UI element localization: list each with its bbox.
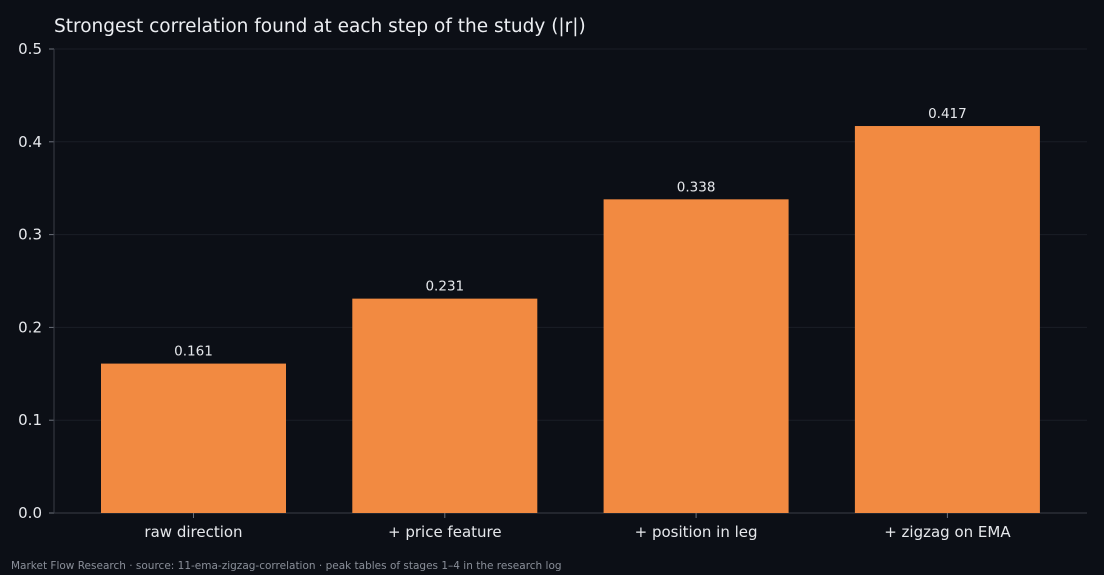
bar	[352, 298, 538, 513]
bars	[101, 126, 1040, 514]
y-tick-label: 0.4	[18, 133, 42, 151]
x-tick-label: raw direction	[144, 523, 242, 541]
x-tick-label: + price feature	[388, 523, 502, 541]
y-tick-label: 0.3	[18, 226, 42, 244]
y-tick-label: 0.1	[18, 411, 42, 429]
bar	[854, 126, 1040, 514]
data-label: 0.417	[928, 106, 967, 122]
bar	[101, 363, 286, 513]
x-tick-label: + zigzag on EMA	[884, 523, 1011, 541]
y-tick-label: 0.0	[18, 504, 42, 522]
x-tick-label: + position in leg	[635, 523, 758, 541]
y-tick-label: 0.2	[18, 318, 42, 336]
data-label: 0.338	[677, 179, 716, 195]
data-label: 0.161	[174, 344, 213, 360]
bar	[603, 199, 789, 513]
labels: 0.0 0.1 0.2 0.3 0.4 0.5 raw direction 0.161 + pr…	[18, 40, 1011, 541]
footer-note: Market Flow Research · source: 11-ema-zi…	[11, 560, 562, 572]
chart-title: Strongest correlation found at each step…	[54, 16, 586, 37]
data-label: 0.231	[425, 279, 464, 295]
y-tick-label: 0.5	[18, 40, 42, 58]
